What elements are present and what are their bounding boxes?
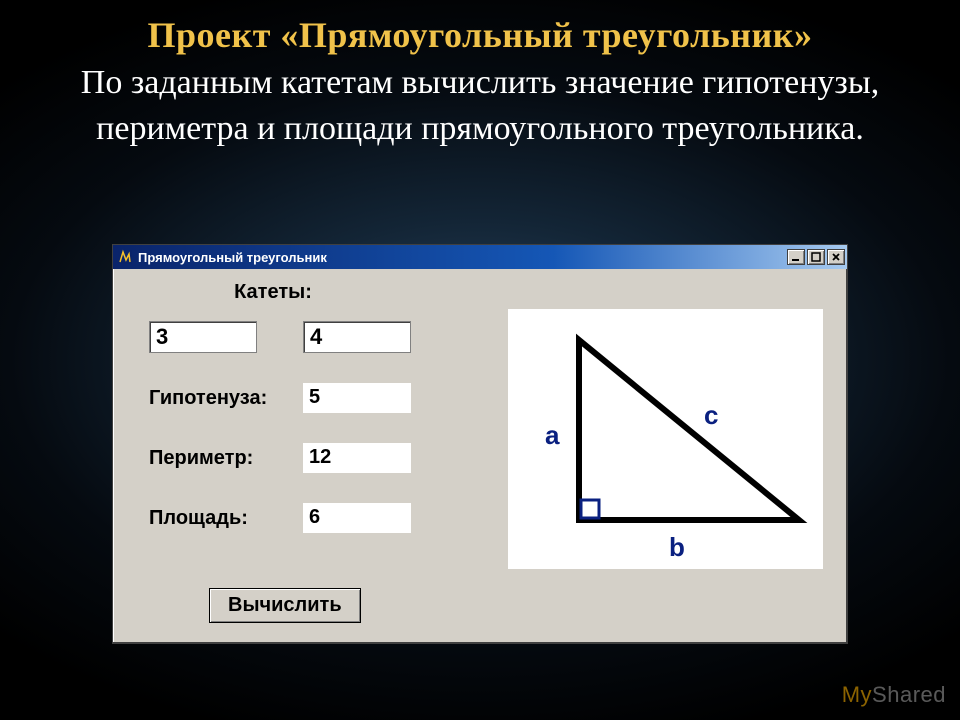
calculate-button[interactable]: Вычислить [209,588,361,623]
label-b: b [669,532,685,563]
label-a: a [545,420,559,451]
legs-heading: Катеты: [113,281,433,304]
perimeter-label: Периметр: [149,447,253,470]
area-output: 6 [303,503,411,533]
watermark-prefix: My [842,682,872,707]
window-client: Катеты: 3 4 Гипотенуза: 5 Периметр: 12 П… [113,269,847,643]
watermark-suffix: Shared [872,682,946,707]
window-controls [787,249,845,265]
leg-b-input[interactable]: 4 [303,321,411,353]
slide-title: Проект «Прямоугольный треугольник» [0,0,960,56]
app-window: Прямоугольный треугольник Катеты: 3 4 Ги… [112,244,848,644]
minimize-button[interactable] [787,249,805,265]
area-label: Площадь: [149,507,248,530]
titlebar: Прямоугольный треугольник [113,245,847,269]
slide: Проект «Прямоугольный треугольник» По за… [0,0,960,720]
triangle-diagram: a b c [508,309,823,569]
label-c: c [704,400,718,431]
maximize-button[interactable] [807,249,825,265]
hypotenuse-output: 5 [303,383,411,413]
close-button[interactable] [827,249,845,265]
perimeter-output: 12 [303,443,411,473]
window-title: Прямоугольный треугольник [138,250,787,265]
app-icon [117,249,133,265]
watermark: MyShared [842,682,946,708]
hypotenuse-label: Гипотенуза: [149,387,267,410]
leg-a-input[interactable]: 3 [149,321,257,353]
slide-subtitle: По заданным катетам вычислить значение г… [0,56,960,152]
